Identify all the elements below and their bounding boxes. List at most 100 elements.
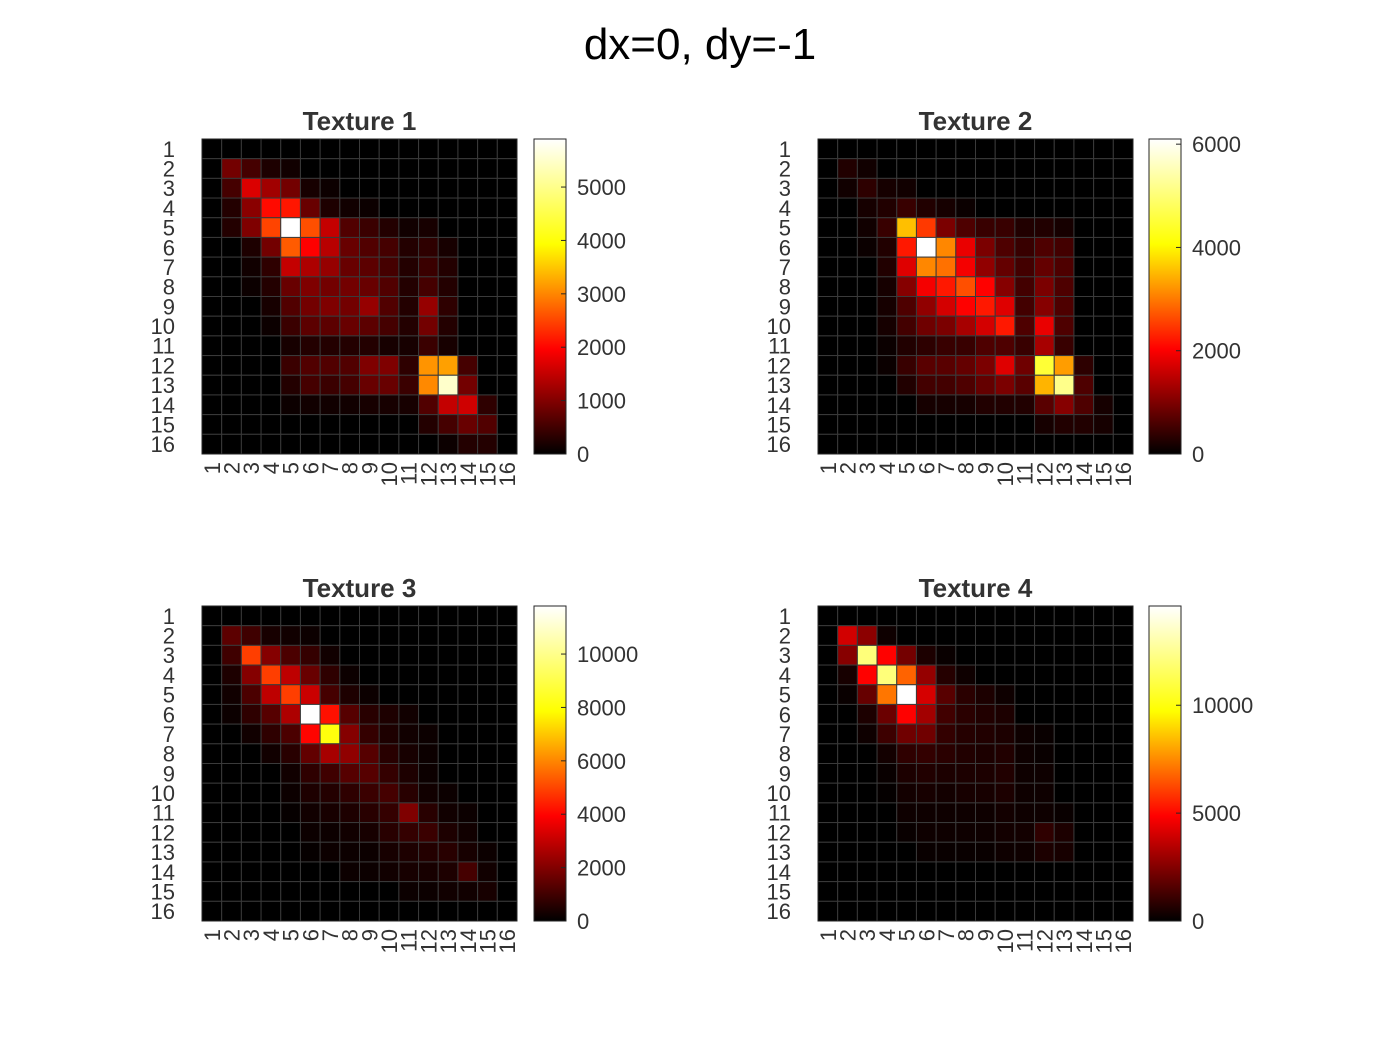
x-tick-label: 1 bbox=[816, 929, 841, 941]
heatmap-cell bbox=[856, 138, 878, 160]
heatmap-cell bbox=[1112, 335, 1134, 357]
heatmap-cell bbox=[201, 900, 223, 922]
heatmap-cell bbox=[496, 723, 518, 745]
heatmap-cell bbox=[359, 664, 380, 686]
heatmap-cell bbox=[915, 802, 937, 824]
heatmap-cell bbox=[299, 433, 321, 455]
heatmap-cell bbox=[260, 296, 282, 317]
y-tick-label: 4 bbox=[779, 663, 791, 688]
heatmap-cell bbox=[817, 841, 839, 863]
heatmap-cell bbox=[1014, 256, 1036, 278]
heatmap-cell bbox=[319, 414, 341, 435]
heatmap-cell bbox=[856, 236, 878, 258]
heatmap-cell bbox=[1014, 414, 1036, 435]
heatmap-cell bbox=[280, 276, 301, 297]
x-tick-label: 10 bbox=[993, 462, 1018, 486]
heatmap-cell bbox=[876, 900, 898, 922]
heatmap-cell bbox=[1093, 433, 1114, 455]
heatmap-cell bbox=[1053, 433, 1075, 455]
heatmap-cell bbox=[1093, 644, 1114, 666]
heatmap-cell bbox=[418, 625, 439, 646]
heatmap-cell bbox=[260, 802, 282, 824]
heatmap-cell bbox=[876, 881, 898, 902]
heatmap-cell bbox=[299, 703, 321, 725]
heatmap-cell bbox=[457, 861, 479, 883]
heatmap-cell bbox=[319, 276, 341, 297]
heatmap-cell bbox=[457, 158, 479, 179]
heatmap-cell bbox=[201, 822, 223, 843]
heatmap-cell bbox=[437, 138, 459, 160]
heatmap-cell bbox=[896, 315, 917, 337]
heatmap-cell bbox=[260, 684, 282, 705]
heatmap-cell bbox=[817, 158, 839, 179]
heatmap-cell bbox=[378, 158, 400, 179]
heatmap-cell bbox=[817, 743, 839, 764]
heatmap-cell bbox=[915, 374, 937, 396]
heatmap-cell bbox=[359, 315, 380, 337]
heatmap-cell bbox=[817, 605, 839, 627]
heatmap-cell bbox=[359, 625, 380, 646]
x-tick-label: 11 bbox=[397, 929, 422, 952]
heatmap-cell bbox=[817, 861, 839, 883]
heatmap-cell bbox=[994, 315, 1016, 337]
heatmap-cell bbox=[339, 276, 360, 297]
heatmap-cell bbox=[437, 256, 459, 278]
heatmap-cell bbox=[221, 217, 242, 238]
heatmap-cell bbox=[260, 763, 282, 784]
heatmap-cell bbox=[935, 414, 957, 435]
heatmap-cell bbox=[837, 177, 858, 199]
heatmap-cell bbox=[280, 881, 301, 902]
heatmap-cell bbox=[1073, 414, 1095, 435]
heatmap-cell bbox=[201, 644, 223, 666]
heatmap-cell bbox=[817, 822, 839, 843]
heatmap-cell bbox=[876, 335, 898, 357]
heatmap-cell bbox=[496, 355, 518, 376]
heatmap-cell bbox=[856, 822, 878, 843]
x-tick-label: 9 bbox=[357, 462, 382, 474]
heatmap-cell bbox=[398, 217, 420, 238]
heatmap-cell bbox=[319, 296, 341, 317]
heatmap-cell bbox=[955, 177, 976, 199]
heatmap-cell bbox=[437, 743, 459, 764]
heatmap-cell bbox=[477, 217, 498, 238]
heatmap-cell bbox=[955, 822, 976, 843]
heatmap-cell bbox=[955, 644, 976, 666]
heatmap-cell bbox=[1053, 703, 1075, 725]
heatmap-cell bbox=[955, 394, 976, 416]
heatmap-cell bbox=[299, 177, 321, 199]
heatmap-cell bbox=[915, 841, 937, 863]
heatmap-cell bbox=[817, 703, 839, 725]
heatmap-cell bbox=[201, 138, 223, 160]
heatmap-cell bbox=[240, 236, 262, 258]
heatmap-cell bbox=[1073, 296, 1095, 317]
heatmap-cell bbox=[437, 822, 459, 843]
heatmap-cell bbox=[935, 355, 957, 376]
heatmap-cell bbox=[496, 256, 518, 278]
heatmap-cell bbox=[477, 605, 498, 627]
y-tick-label: 3 bbox=[163, 643, 175, 668]
heatmap-cell bbox=[201, 217, 223, 238]
heatmap-cell bbox=[896, 822, 917, 843]
heatmap-cell bbox=[896, 276, 917, 297]
heatmap-cell bbox=[1073, 197, 1095, 219]
heatmap-cell bbox=[201, 236, 223, 258]
y-tick-label: 6 bbox=[779, 235, 791, 260]
heatmap-cell bbox=[837, 861, 858, 883]
heatmap-cell bbox=[201, 861, 223, 883]
x-tick-label: 9 bbox=[973, 929, 998, 941]
y-tick-label: 1 bbox=[779, 137, 791, 162]
heatmap-cell bbox=[1014, 197, 1036, 219]
x-tick-label: 12 bbox=[416, 929, 441, 953]
heatmap-cell bbox=[876, 414, 898, 435]
heatmap-cell bbox=[915, 394, 937, 416]
heatmap-cell bbox=[378, 802, 400, 824]
heatmap-cell bbox=[359, 703, 380, 725]
heatmap-cell bbox=[994, 256, 1016, 278]
heatmap-cell bbox=[1034, 296, 1055, 317]
heatmap-cell bbox=[477, 861, 498, 883]
heatmap-cell bbox=[1053, 881, 1075, 902]
x-tick-label: 8 bbox=[954, 462, 979, 474]
heatmap-cell bbox=[856, 158, 878, 179]
heatmap-cell bbox=[359, 743, 380, 764]
heatmap-cell bbox=[1014, 605, 1036, 627]
